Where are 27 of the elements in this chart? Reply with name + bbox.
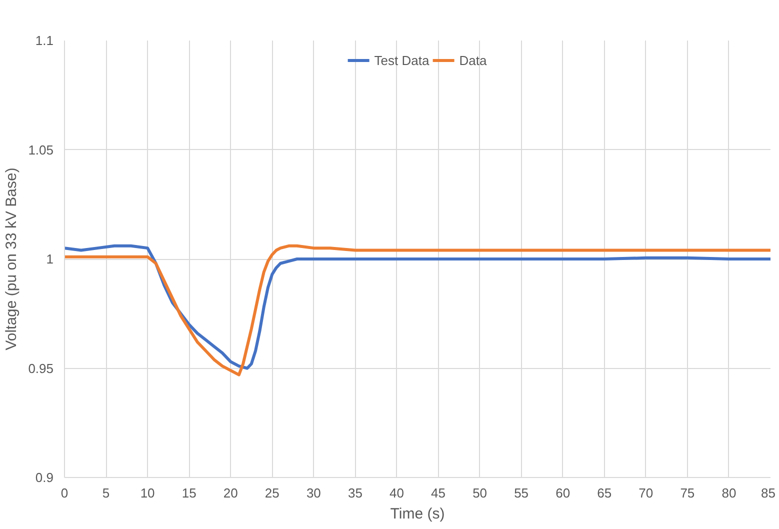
x-tick-label: 70 — [638, 486, 654, 500]
x-tick-label: 50 — [472, 486, 488, 500]
x-tick-label: 45 — [431, 486, 446, 500]
x-tick-label: 0 — [60, 486, 68, 500]
y-axis-title: Voltage (pu on 33 kV Base) — [3, 168, 20, 350]
x-tick-label: 30 — [306, 486, 321, 500]
y-tick-label: 0.95 — [28, 360, 54, 376]
legend-label: Data — [459, 52, 487, 68]
legend-label: Test Data — [374, 52, 430, 68]
x-tick-label: 35 — [348, 486, 362, 500]
x-tick-label: 20 — [223, 486, 238, 500]
x-tick-label: 5 — [102, 486, 110, 500]
x-tick-label: 75 — [680, 486, 695, 500]
x-tick-label: 65 — [597, 486, 612, 500]
x-tick-label: 25 — [264, 486, 280, 500]
y-tick-label: 1.1 — [35, 33, 54, 48]
y-tick-label: 1 — [46, 252, 54, 266]
x-tick-label: 60 — [556, 486, 570, 500]
x-tick-label: 85 — [761, 486, 776, 500]
x-tick-label: 55 — [514, 486, 529, 500]
x-tick-label: 40 — [390, 486, 404, 500]
x-tick-label: 10 — [140, 486, 155, 500]
y-tick-label: 0.9 — [35, 470, 54, 485]
x-tick-label: 15 — [182, 486, 196, 500]
x-tick-label: 80 — [722, 486, 736, 500]
x-axis-title: Time (s) — [390, 506, 445, 522]
y-tick-label: 1.05 — [28, 142, 54, 158]
